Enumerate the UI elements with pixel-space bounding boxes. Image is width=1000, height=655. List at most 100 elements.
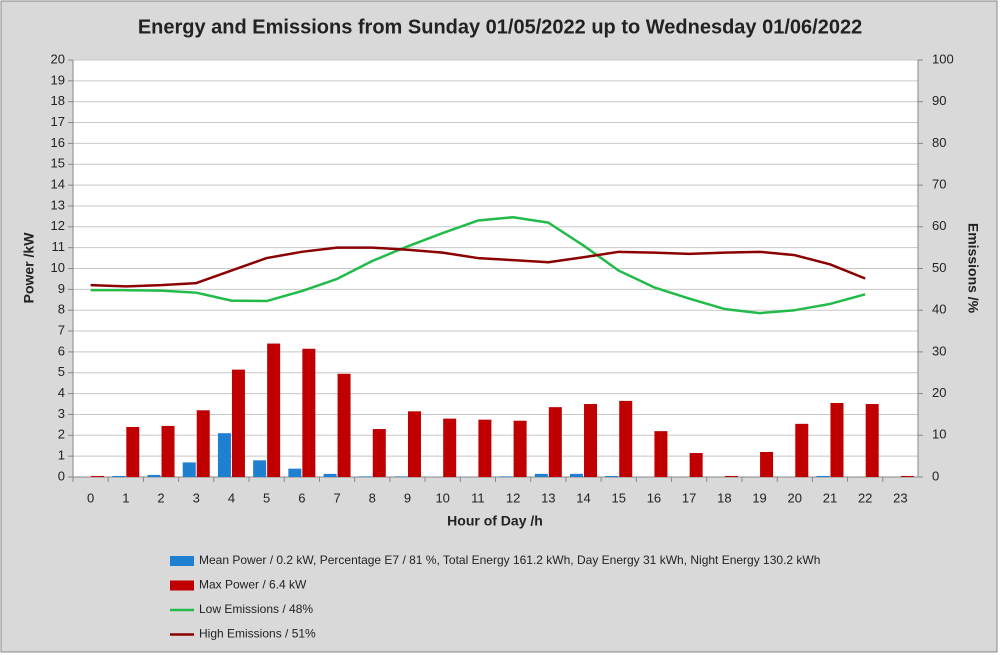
x-tick-label: 18 xyxy=(717,490,731,505)
x-tick-label: 15 xyxy=(611,490,625,505)
x-tick-label: 22 xyxy=(858,490,872,505)
y-tick-label: 19 xyxy=(51,72,65,87)
x-tick-label: 16 xyxy=(647,490,661,505)
x-axis-label: Hour of Day /h xyxy=(447,513,543,529)
bar xyxy=(513,420,527,477)
chart-title: Energy and Emissions from Sunday 01/05/2… xyxy=(138,16,862,38)
bar xyxy=(760,451,774,477)
bar xyxy=(654,431,668,477)
y-tick-label: 11 xyxy=(52,239,66,254)
bar xyxy=(407,411,421,477)
y-tick-label: 18 xyxy=(51,93,65,108)
bar xyxy=(900,475,914,477)
bar xyxy=(570,473,584,477)
bar xyxy=(196,410,210,477)
bar xyxy=(231,369,245,477)
y2-tick-label: 30 xyxy=(932,343,946,358)
legend-label: High Emissions / 51% xyxy=(199,627,316,641)
bar xyxy=(865,404,879,477)
y-tick-label: 0 xyxy=(58,468,65,483)
y-axis-label: Power /kW xyxy=(21,232,37,304)
y2-tick-label: 90 xyxy=(932,93,946,108)
y-tick-label: 12 xyxy=(51,218,65,233)
bar xyxy=(584,404,598,477)
bar xyxy=(478,419,492,477)
y-tick-label: 8 xyxy=(58,302,65,317)
x-tick-label: 19 xyxy=(752,490,766,505)
bar xyxy=(288,468,302,477)
bar xyxy=(724,475,738,477)
y-tick-label: 6 xyxy=(58,343,65,358)
x-tick-label: 13 xyxy=(541,490,555,505)
bar xyxy=(302,348,316,477)
bar xyxy=(112,475,126,477)
y-tick-label: 5 xyxy=(58,364,65,379)
y-tick-label: 10 xyxy=(51,260,65,275)
x-tick-label: 9 xyxy=(404,490,411,505)
x-tick-label: 17 xyxy=(682,490,696,505)
x-tick-label: 3 xyxy=(193,490,200,505)
bar xyxy=(605,475,619,477)
bar xyxy=(337,373,351,477)
bar xyxy=(358,476,372,477)
x-tick-label: 2 xyxy=(157,490,164,505)
legend-label: Mean Power / 0.2 kW, Percentage E7 / 81 … xyxy=(199,553,820,567)
bar xyxy=(619,400,633,477)
y-tick-label: 13 xyxy=(51,197,65,212)
y2-tick-label: 60 xyxy=(932,218,946,233)
bar xyxy=(393,476,407,477)
y2-tick-label: 100 xyxy=(932,51,954,66)
x-tick-label: 8 xyxy=(369,490,376,505)
bar xyxy=(182,462,196,477)
bar xyxy=(161,425,175,477)
bar xyxy=(217,433,231,477)
line xyxy=(90,215,866,315)
y-tick-label: 1 xyxy=(58,448,65,463)
y2-tick-label: 0 xyxy=(932,468,939,483)
y2-tick-label: 70 xyxy=(932,177,946,192)
y-tick-label: 4 xyxy=(58,385,65,400)
bar xyxy=(323,473,337,477)
bar xyxy=(253,460,267,477)
y-tick-label: 15 xyxy=(51,156,65,171)
legend-swatch xyxy=(170,556,194,566)
bar xyxy=(126,426,140,477)
y-tick-label: 7 xyxy=(58,322,65,337)
x-tick-label: 12 xyxy=(506,490,520,505)
x-tick-label: 0 xyxy=(87,490,94,505)
bar xyxy=(548,407,562,477)
y2-tick-label: 10 xyxy=(932,427,946,442)
x-tick-label: 23 xyxy=(893,490,907,505)
bar xyxy=(147,474,161,477)
bar xyxy=(816,475,830,477)
x-tick-label: 5 xyxy=(263,490,270,505)
x-tick-label: 11 xyxy=(471,490,485,505)
bar xyxy=(795,423,809,477)
y-tick-label: 14 xyxy=(51,177,65,192)
y2-tick-label: 20 xyxy=(932,385,946,400)
x-tick-label: 21 xyxy=(823,490,837,505)
x-tick-label: 10 xyxy=(435,490,449,505)
x-tick-label: 1 xyxy=(122,490,129,505)
x-tick-label: 7 xyxy=(333,490,340,505)
y-tick-label: 9 xyxy=(58,281,65,296)
y2-tick-label: 50 xyxy=(932,260,946,275)
y-tick-label: 3 xyxy=(58,406,65,421)
legend-label: Low Emissions / 48% xyxy=(199,602,313,616)
bar xyxy=(534,473,548,477)
y-tick-label: 17 xyxy=(51,114,65,129)
x-tick-label: 4 xyxy=(228,490,235,505)
y2-tick-label: 40 xyxy=(932,302,946,317)
line xyxy=(90,246,866,288)
x-tick-label: 6 xyxy=(298,490,305,505)
legend-swatch xyxy=(170,580,194,591)
bar xyxy=(267,343,281,477)
x-tick-label: 20 xyxy=(788,490,802,505)
bar xyxy=(499,476,513,477)
y2-tick-label: 80 xyxy=(932,135,946,150)
bar xyxy=(443,418,457,477)
bar xyxy=(91,475,105,477)
y-tick-label: 20 xyxy=(51,51,65,66)
bar xyxy=(830,402,844,477)
